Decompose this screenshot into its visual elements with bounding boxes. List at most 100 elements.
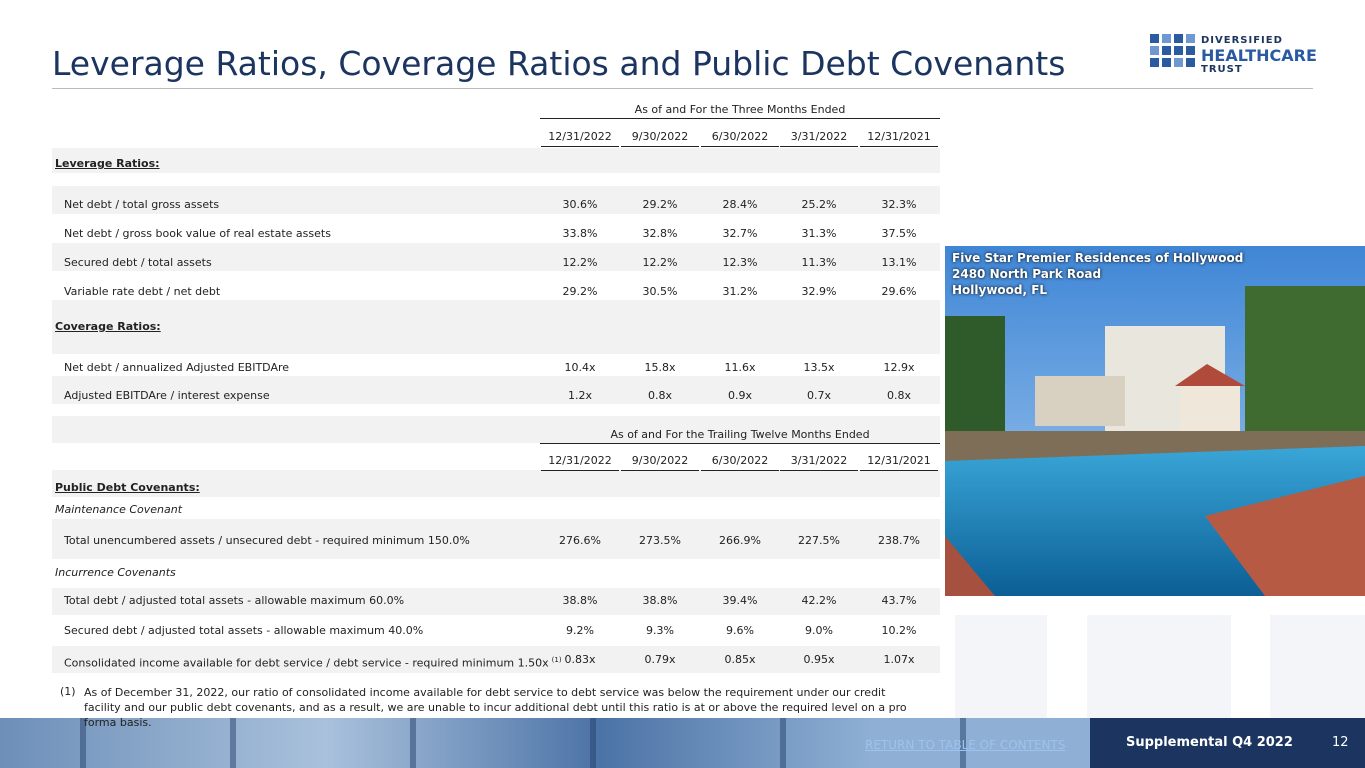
row-band [52,588,940,615]
photo-caption: Hollywood, FL [952,283,1048,297]
cell-value: 0.95x [803,653,835,666]
cell-value: 0.79x [644,653,676,666]
row-band [52,313,940,340]
cell-value: 38.8% [562,594,598,607]
cell-value: 12.2% [642,256,678,269]
cell-value: 9.2% [566,624,594,637]
cell-value: 33.8% [562,227,598,240]
footer-band [0,718,1365,768]
photo-caption: Five Star Premier Residences of Hollywoo… [952,251,1244,265]
cell-value: 32.3% [881,198,917,211]
column-header: 3/31/2022 [790,130,848,143]
column-header: 6/30/2022 [711,454,769,467]
cell-value: 276.6% [559,534,601,547]
column-header: 12/31/2022 [548,130,612,143]
row-band [52,243,940,271]
subsection-title: Maintenance Covenant [55,503,183,516]
cell-value: 0.8x [647,389,672,402]
photo [945,246,1365,596]
cell-value: 31.2% [722,285,758,298]
rule [860,470,938,471]
cell-value: 25.2% [801,198,837,211]
cell-value: 0.83x [564,653,596,666]
footer-label: Supplemental Q4 2022 [1126,735,1293,750]
row-band [52,148,940,173]
row-band [52,646,940,673]
page-number: 12 [1332,735,1349,750]
cell-value: 13.1% [881,256,917,269]
column-header: 12/31/2021 [867,454,931,467]
row-label: Secured debt / adjusted total assets - a… [64,624,424,637]
row-label: Net debt / annualized Adjusted EBITDAre [64,361,290,374]
cell-value: 12.2% [562,256,598,269]
column-header: 12/31/2021 [867,130,931,143]
cell-value: 32.9% [801,285,837,298]
cell-value: 266.9% [719,534,761,547]
rule [780,470,858,471]
cell-value: 32.8% [642,227,678,240]
cell-value: 10.4x [564,361,596,374]
row-label: Total unencumbered assets / unsecured de… [64,534,470,547]
logo-text: TRUST [1201,64,1243,75]
cell-value: 12.9x [883,361,915,374]
footnote-ref: (1) [551,656,562,664]
row-label: Total debt / adjusted total assets - all… [64,594,405,607]
rule [780,146,858,147]
logo-mark [1150,34,1195,67]
cell-value: 43.7% [881,594,917,607]
cell-value: 29.2% [642,198,678,211]
logo-text: DIVERSIFIED [1201,35,1283,46]
cell-value: 9.6% [726,624,754,637]
column-header: 3/31/2022 [790,454,848,467]
row-label: Net debt / total gross assets [64,198,220,211]
cell-value: 28.4% [722,198,758,211]
cell-value: 15.8x [644,361,676,374]
rule [540,443,940,444]
cell-value: 11.6x [724,361,756,374]
column-header: 9/30/2022 [631,130,689,143]
row-label: Variable rate debt / net debt [64,285,221,298]
cell-value: 30.6% [562,198,598,211]
row-label: Secured debt / total assets [64,256,212,269]
row-band [52,416,940,443]
footnote-text: As of December 31, 2022, our ratio of co… [84,686,907,729]
cell-value: 0.85x [724,653,756,666]
cell-value: 10.2% [881,624,917,637]
footnote-marker: (1) [60,685,76,698]
logo-text: HEALTHCARE [1201,46,1317,65]
rule [701,146,779,147]
column-header: 9/30/2022 [631,454,689,467]
cell-value: 38.8% [642,594,678,607]
cell-value: 29.6% [881,285,917,298]
cell-value: 273.5% [639,534,681,547]
row-label: Adjusted EBITDAre / interest expense [64,389,270,402]
cell-value: 42.2% [801,594,837,607]
cell-value: 11.3% [801,256,837,269]
cell-value: 238.7% [878,534,920,547]
column-header: 6/30/2022 [711,130,769,143]
row-band [52,186,940,214]
cell-value: 0.9x [727,389,752,402]
row-band [52,340,940,354]
cell-value: 30.5% [642,285,678,298]
section-heading: Public Debt Covenants: [55,481,200,494]
period-header: As of and For the Trailing Twelve Months… [610,428,870,441]
rule [621,146,699,147]
cell-value: 32.7% [722,227,758,240]
row-band [52,470,940,497]
cell-value: 37.5% [881,227,917,240]
column-header: 12/31/2022 [548,454,612,467]
cell-value: 29.2% [562,285,598,298]
cell-value: 1.07x [883,653,915,666]
cell-value: 12.3% [722,256,758,269]
section-heading: Coverage Ratios: [55,320,161,333]
photo-caption: 2480 North Park Road [952,267,1102,281]
rule [541,146,619,147]
rule [701,470,779,471]
toc-link[interactable]: RETURN TO TABLE OF CONTENTS [865,738,1066,752]
cell-value: 13.5x [803,361,835,374]
rule [541,470,619,471]
section-heading: Leverage Ratios: [55,157,160,170]
period-header: As of and For the Three Months Ended [634,103,846,116]
